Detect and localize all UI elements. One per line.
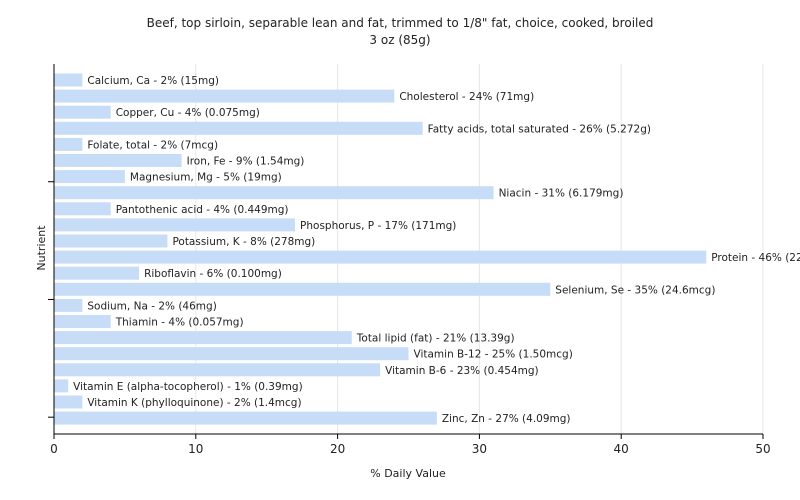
bar [54,347,409,361]
bar-label: Niacin - 31% (6.179mg) [499,188,624,200]
bar [54,137,83,151]
bar [54,379,69,393]
axes-group: 0 10 20 30 40 50 [48,64,771,456]
x-axis-label: % Daily Value [370,467,446,480]
chart-title: Beef, top sirloin, separable lean and fa… [146,16,654,30]
bar-label: Iron, Fe - 9% (1.54mg) [187,156,305,168]
bar [54,315,111,328]
bar [54,218,296,232]
bar-label: Vitamin B-6 - 23% (0.454mg) [385,365,539,377]
bar [54,395,83,409]
bar-label: Fatty acids, total saturated - 26% (5.27… [428,123,651,135]
bar-label: Selenium, Se - 35% (24.6mcg) [555,284,715,296]
bar-label: Zinc, Zn - 27% (4.09mg) [442,413,571,425]
grid-lines [195,64,764,434]
bar-label: Phosphorus, P - 17% (171mg) [300,220,456,232]
bar-label: Thiamin - 4% (0.057mg) [115,317,244,329]
bar-label: Calcium, Ca - 2% (15mg) [87,75,219,87]
bar-label: Sodium, Na - 2% (46mg) [87,300,216,312]
bar [54,298,83,312]
x-tick-label: 20 [330,442,345,456]
x-tick-label: 10 [188,442,203,456]
bar-label: Magnesium, Mg - 5% (19mg) [130,172,282,184]
bar-label: Pantothenic acid - 4% (0.449mg) [116,204,289,216]
bar-label: Vitamin E (alpha-tocopherol) - 1% (0.39m… [73,381,303,393]
x-tick-label: 0 [50,442,58,456]
bar [54,154,182,167]
bar-label: Potassium, K - 8% (278mg) [172,236,315,248]
chart-subtitle: 3 oz (85g) [369,33,431,47]
bar [54,411,437,425]
bar [54,89,395,103]
bars-group: Calcium, Ca - 2% (15mg) Cholesterol - 24%… [54,73,800,425]
bar-label: Total lipid (fat) - 21% (13.39g) [356,333,515,345]
bar [54,73,83,87]
x-tick-label: 40 [614,442,629,456]
bar [54,186,494,200]
bar-label: Vitamin B-12 - 25% (1.50mcg) [414,349,573,361]
bar [54,121,423,135]
bar [54,250,707,264]
bar-label: Copper, Cu - 4% (0.075mg) [116,107,260,119]
bar-label: Vitamin K (phylloquinone) - 2% (1.4mcg) [87,397,301,409]
bar [54,363,381,377]
bar [54,105,111,119]
x-tick-label: 50 [755,442,770,456]
bar [54,234,168,248]
x-tick-label: 30 [472,442,487,456]
bar [54,282,551,296]
bar-label: Protein - 46% (22.78g) [711,252,800,264]
bar-label: Riboflavin - 6% (0.100mg) [144,268,282,280]
bar [54,170,125,184]
bar [54,331,352,345]
y-axis-label: Nutrient [35,225,48,271]
bar-label: Cholesterol - 24% (71mg) [399,91,534,103]
bar-label: Folate, total - 2% (7mcg) [87,139,218,151]
bar [54,202,111,216]
bar [54,266,140,280]
